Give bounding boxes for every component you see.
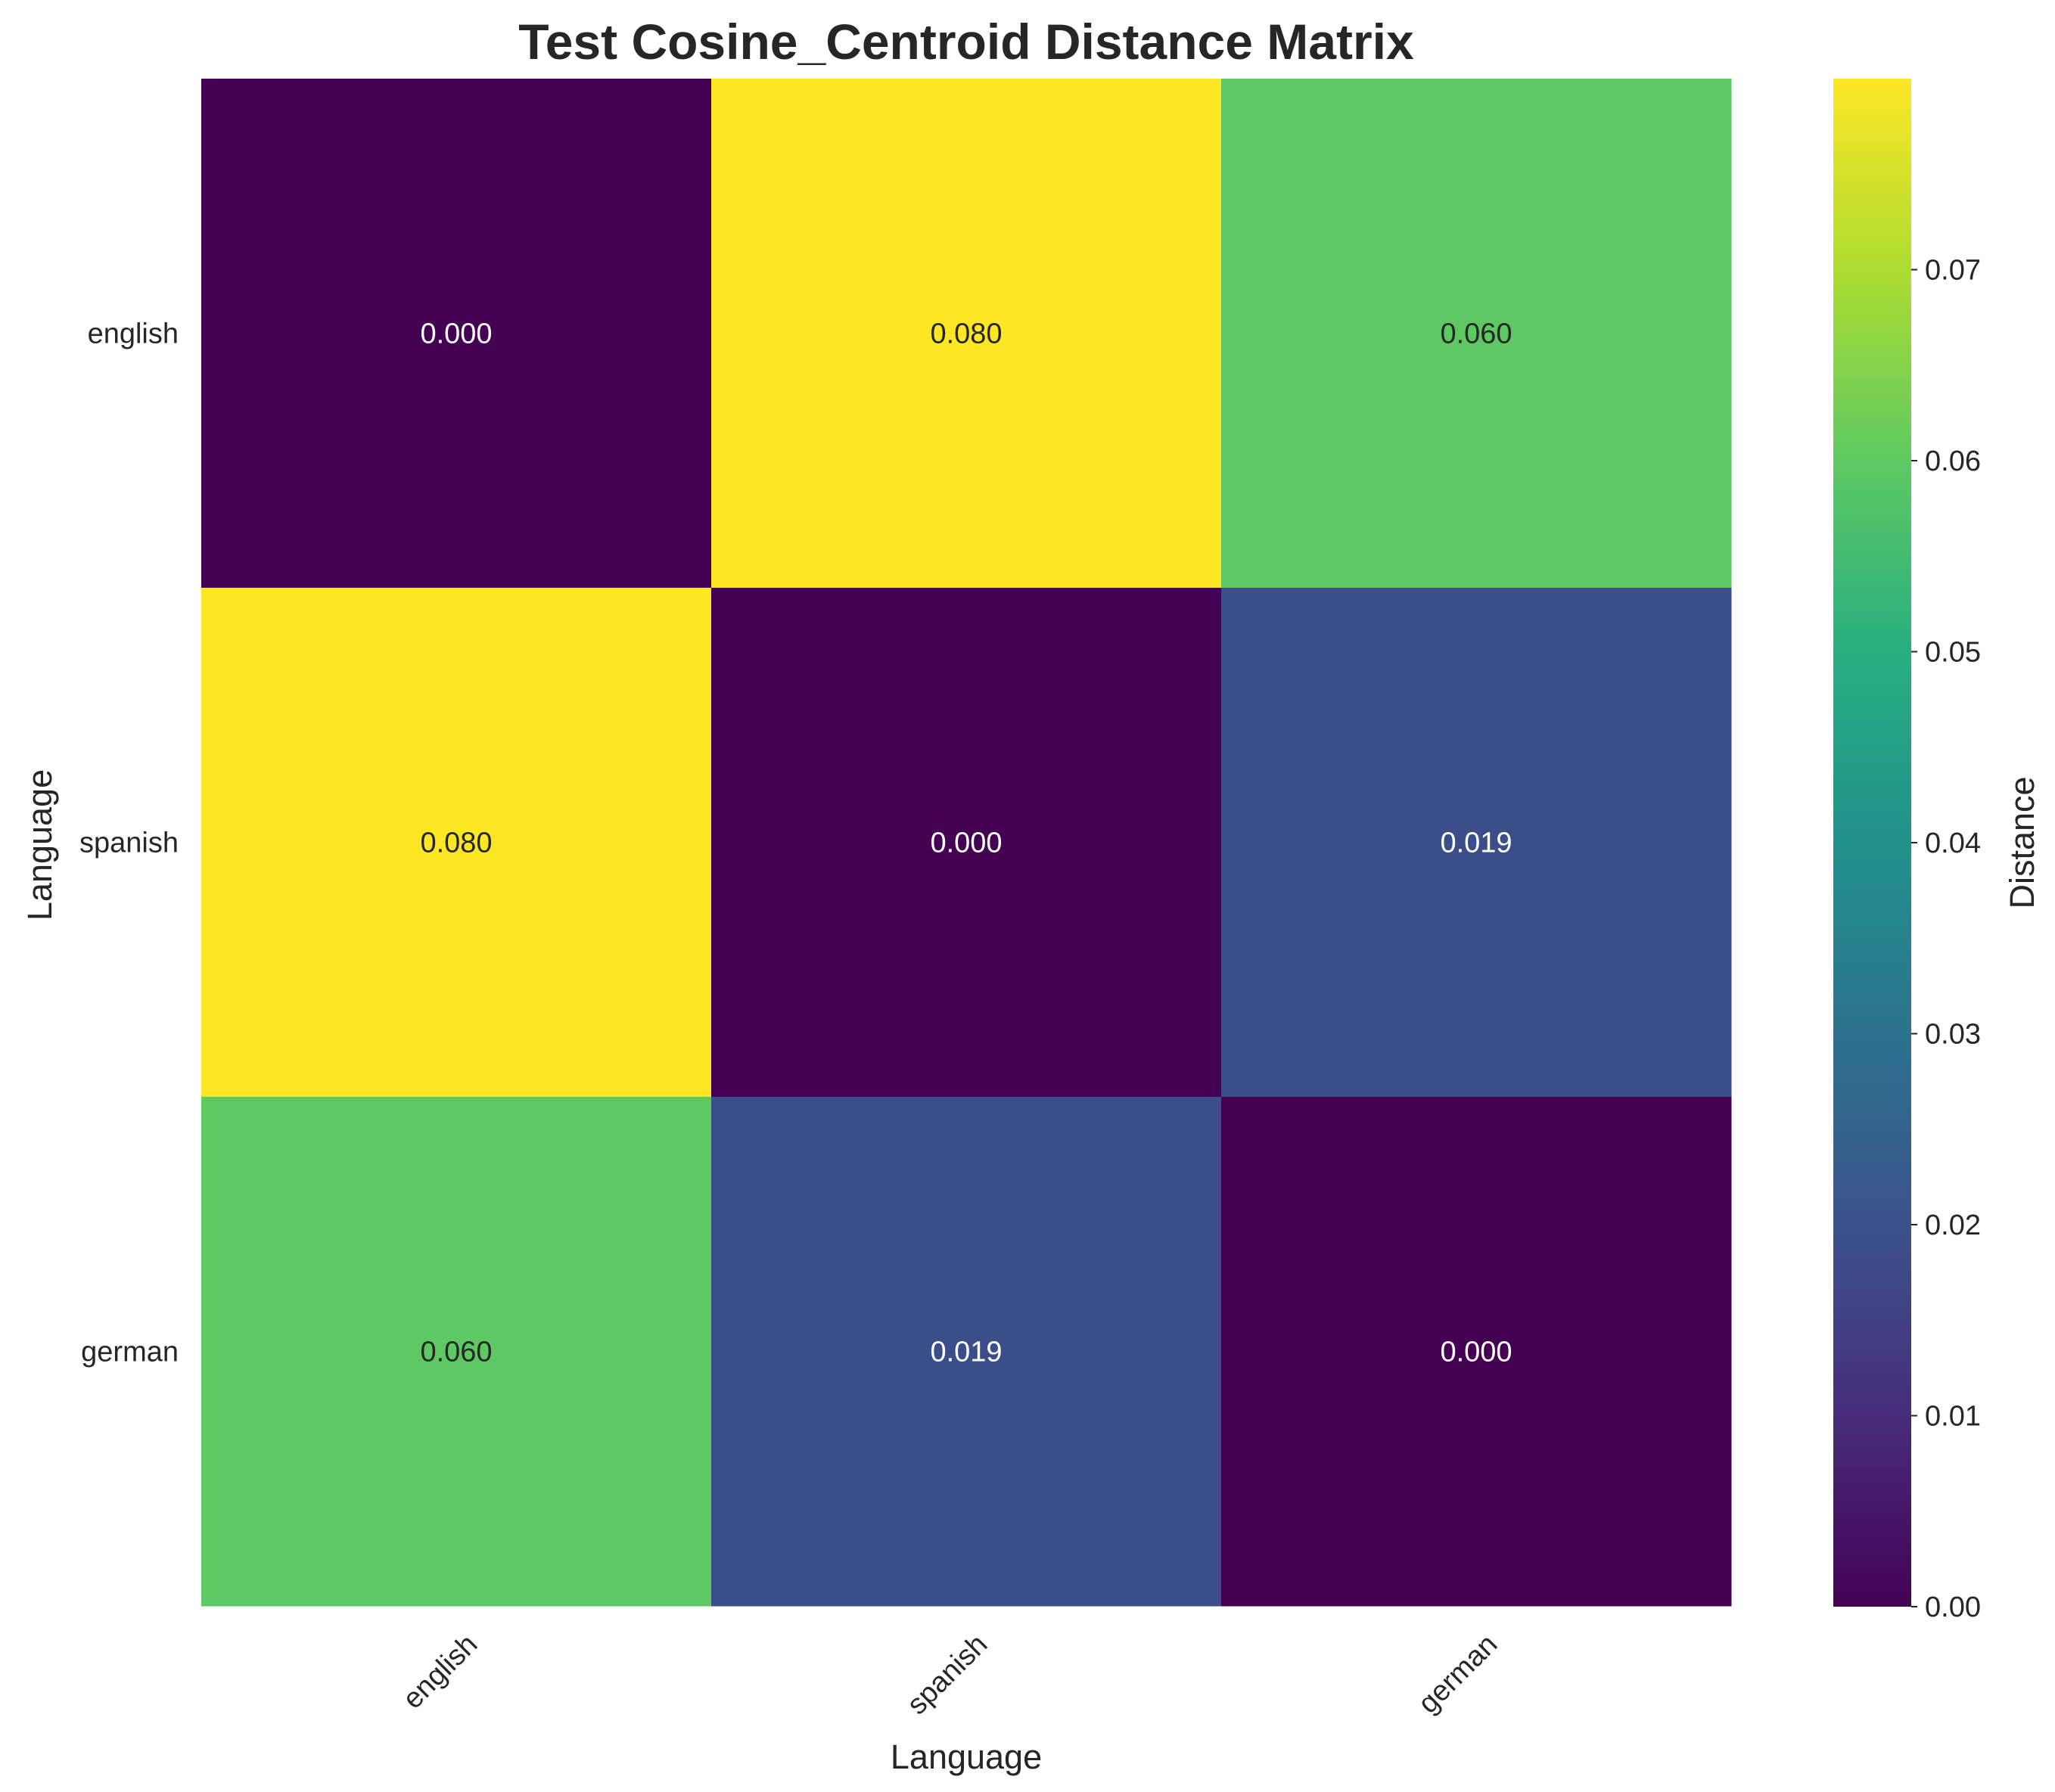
colorbar-tick-label: 0.02	[1925, 1210, 1981, 1241]
heatmap-cell	[711, 1097, 1222, 1607]
y-tick-label: english	[88, 318, 179, 350]
heatmap-cell	[711, 588, 1222, 1098]
colorbar-tick-label: 0.01	[1925, 1401, 1981, 1433]
colorbar-ticks: 0.00 0.01 0.02 0.03 0.04 0.05 0.06 0.07	[1911, 255, 1981, 1623]
x-tick-label: german	[1413, 1629, 1504, 1720]
heatmap-cell	[1221, 588, 1732, 1098]
colorbar-tick-label: 0.07	[1925, 255, 1981, 287]
heatmap-cell	[1221, 1097, 1732, 1607]
heatmap-cell	[201, 588, 712, 1098]
y-tick-label: spanish	[79, 828, 179, 859]
heatmap-cell-label: 0.019	[930, 1337, 1002, 1368]
heatmap-cell	[201, 79, 712, 589]
heatmap-cell	[201, 1097, 712, 1607]
heatmap-cells	[201, 79, 1732, 1607]
heatmap-cell-label: 0.000	[930, 828, 1002, 859]
colorbar-tick-label: 0.00	[1925, 1592, 1981, 1623]
x-axis-ticks: english spanish german	[397, 1629, 1504, 1721]
heatmap-cell-label: 0.080	[930, 318, 1002, 350]
chart-title: Test Cosine_Centroid Distance Matrix	[518, 14, 1414, 70]
y-tick-label: german	[81, 1337, 179, 1368]
heatmap-cell	[1221, 79, 1732, 589]
colorbar-tick-label: 0.04	[1925, 828, 1981, 859]
heatmap-cell-label: 0.000	[1440, 1337, 1512, 1368]
y-axis-ticks: english spanish german	[79, 318, 179, 1368]
heatmap-cell-label: 0.019	[1440, 828, 1512, 859]
colorbar-tick-label: 0.06	[1925, 446, 1981, 477]
heatmap-cell-label: 0.060	[1440, 318, 1512, 350]
colorbar-tick-label: 0.03	[1925, 1019, 1981, 1051]
heatmap-cell	[711, 79, 1222, 589]
y-axis-label: Language	[20, 769, 59, 921]
heatmap-cell-labels: 0.000 0.080 0.060 0.080 0.000 0.019 0.060 0.019…	[420, 318, 1512, 1368]
colorbar	[1833, 79, 1911, 1607]
x-axis-label: Language	[891, 1738, 1042, 1776]
heatmap-cell-label: 0.060	[420, 1337, 492, 1368]
colorbar-label: Distance	[2003, 776, 2041, 908]
x-tick-label: english	[397, 1629, 484, 1716]
x-tick-label: spanish	[901, 1629, 993, 1721]
colorbar-tick-label: 0.05	[1925, 637, 1981, 669]
heatmap-cell-label: 0.080	[420, 828, 492, 859]
heatmap-cell-label: 0.000	[420, 318, 492, 350]
